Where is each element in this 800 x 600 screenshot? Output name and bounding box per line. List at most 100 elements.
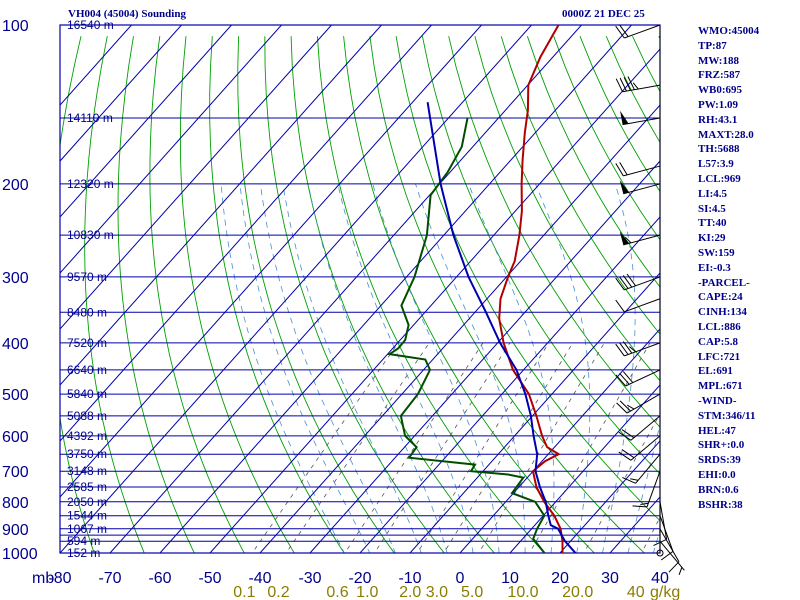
wind-barb [618,435,661,461]
dry-adiabat [264,36,445,553]
pressure-tick-label: 100 [2,18,29,35]
barb-feather [619,162,628,176]
barb-shaft [630,415,661,441]
isotherm [309,160,660,553]
index-item: SW:159 [698,246,735,259]
wind-barb [615,76,661,93]
altitude-label: 12320 m [67,177,114,191]
wind-barb [615,273,661,291]
altitude-label: 10830 m [67,228,114,242]
temperature-tick-label: 40 [651,570,669,587]
barb-pennant [619,231,630,245]
moist-adiabat [535,183,591,553]
dry-adiabat [474,36,660,382]
barb-shaft [624,342,661,357]
barb-feather [619,372,630,385]
barb-feather [630,478,639,481]
barb-shaft [623,234,661,246]
barb-feather [622,275,633,288]
isotherm [60,25,382,386]
wind-barb [653,501,668,547]
altitude-label: 5840 m [67,387,107,401]
index-item: EHI:0.0 [698,468,736,481]
temperature-tick-label: -60 [148,570,171,587]
temperature-tick-label: 20 [551,570,569,587]
dry-adiabat [421,36,660,475]
mixing-ratio-line [528,342,651,553]
index-item: LFC:721 [698,350,741,363]
index-item: -PARCEL- [698,276,750,289]
wind-barb [619,231,661,246]
moist-adiabat [239,183,371,553]
index-item: TP:87 [698,39,727,52]
barb-shaft [622,84,661,93]
mixing-ratio-label: 1.0 [356,584,378,600]
moist-adiabat [468,183,555,553]
altitude-label: 5088 m [67,409,107,423]
moist-adiabat [415,183,526,553]
wind-barb [615,298,661,313]
barb-feather [640,502,649,505]
temperature-tick-label: 10 [501,570,519,587]
barb-feather [624,236,632,244]
isobar-grid [59,24,661,554]
altitude-label: 14110 m [67,111,113,125]
wind-barb [622,453,661,484]
dry-adiabat [290,36,495,553]
temperature-tick-label: 0 [456,570,465,587]
temperature-tick-label: 30 [601,570,619,587]
dry-adiabat [764,36,800,564]
isotherm [60,25,282,274]
wind-barb [615,24,661,39]
mixing-ratio-label: 2.0 [399,584,421,600]
barb-feather [632,82,639,90]
barb-feather [627,76,635,90]
altitude-label: 2585 m [67,480,107,494]
dry-adiabat [395,36,660,522]
wind-barb [659,540,685,575]
dry-adiabat [500,36,660,335]
dewpoint-line [386,117,546,553]
index-item: WB0:695 [698,84,742,97]
moist-adiabat [220,183,345,553]
pressure-tick-label: 600 [2,429,29,446]
wind-barb [615,162,661,177]
moist-adiabat [372,183,500,553]
barb-feather [622,476,636,484]
barb-feather [616,402,628,414]
wind-barb [632,471,661,508]
altitude-label: 1544 m [67,509,107,523]
altitude-label: 4392 m [67,429,107,443]
index-item: TT:40 [698,217,727,230]
index-item: STM:346/11 [698,409,756,422]
index-item: CAP:5.8 [698,335,739,348]
barb-shaft [659,540,685,571]
calm-circle [656,549,664,557]
mixing-ratio-label: 3.0 [426,584,448,600]
mixing-ratio-line [416,342,550,553]
index-item: CAPE:24 [698,291,743,304]
moist-adiabat [627,422,660,553]
dry-adiabat [579,36,660,193]
barb-feather [621,449,635,459]
altitude-label: 6640 m [67,363,107,377]
barb-shaft [659,501,668,540]
barb-feather [619,400,631,412]
isotherm [559,440,660,553]
index-item: SHR+:0.0 [698,439,745,452]
altitude-label: 594 m [67,534,100,548]
barb-shaft [624,298,661,313]
mixing-ratio-label: 0.2 [267,584,289,600]
temperature-tick-label: -70 [98,570,121,587]
barb-feather [615,299,625,313]
mixing-ratio-label: 0.6 [326,584,348,600]
barb-feather [626,273,637,287]
index-item: MPL:671 [698,380,743,393]
dry-adiabat [60,36,95,553]
pressure-tick-label: 800 [2,495,29,512]
barb-feather [622,341,633,354]
index-item: SRDS:39 [698,454,741,467]
plot-frame [59,24,661,554]
barb-feather [668,561,680,573]
